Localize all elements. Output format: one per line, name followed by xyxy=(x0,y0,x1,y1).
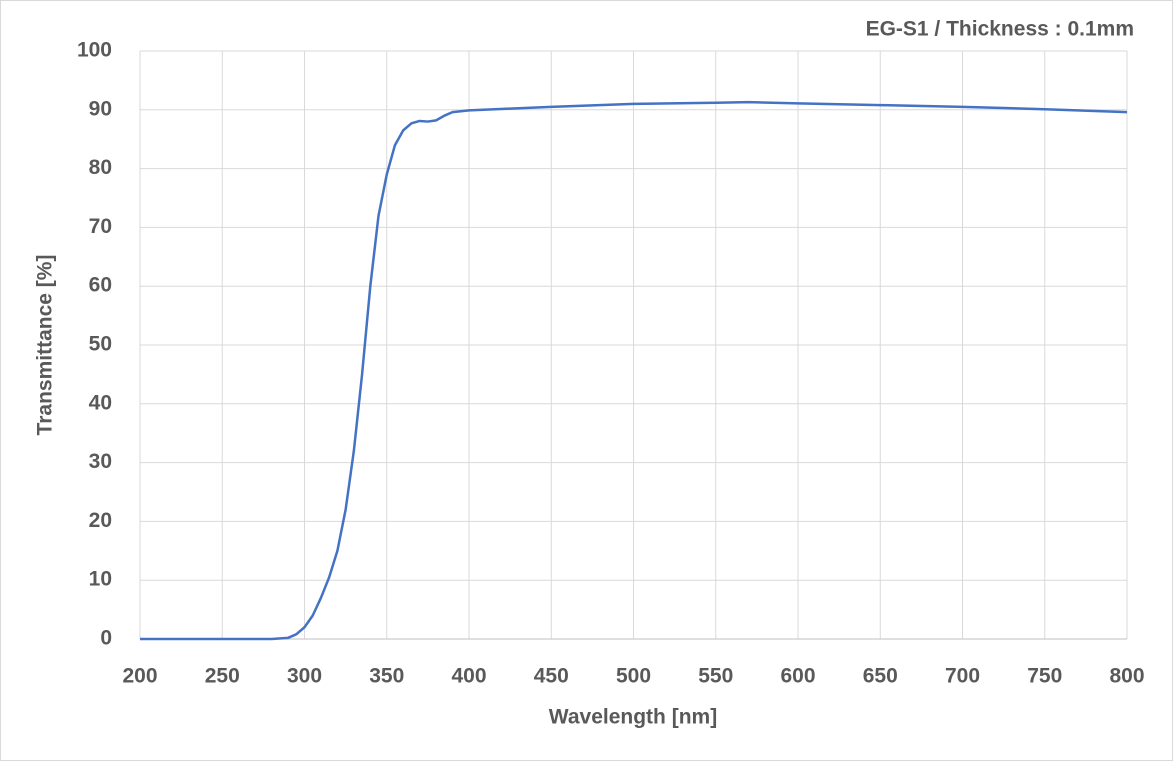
x-tick-label: 700 xyxy=(945,665,980,688)
x-tick-label: 300 xyxy=(287,665,322,688)
y-tick-label: 90 xyxy=(89,97,112,120)
x-tick-label: 600 xyxy=(780,665,815,688)
y-tick-label: 0 xyxy=(100,627,112,650)
x-tick-label: 450 xyxy=(534,665,569,688)
x-tick-label: 500 xyxy=(616,665,651,688)
x-tick-label: 350 xyxy=(369,665,404,688)
x-tick-label: 750 xyxy=(1027,665,1062,688)
y-tick-label: 100 xyxy=(77,39,112,62)
y-tick-label: 10 xyxy=(89,568,112,591)
x-axis-label: Wavelength [nm] xyxy=(549,706,717,729)
y-tick-label: 40 xyxy=(89,391,112,414)
y-axis-label: Transmittance [%] xyxy=(34,255,57,436)
y-tick-label: 80 xyxy=(89,156,112,179)
x-tick-label: 550 xyxy=(698,665,733,688)
y-tick-label: 50 xyxy=(89,333,112,356)
y-tick-label: 70 xyxy=(89,215,112,238)
x-tick-label: 200 xyxy=(122,665,157,688)
chart-title: EG-S1 / Thickness : 0.1mm xyxy=(866,18,1134,41)
y-tick-label: 60 xyxy=(89,274,112,297)
data-line xyxy=(140,100,1128,641)
x-tick-label: 400 xyxy=(451,665,486,688)
x-tick-label: 250 xyxy=(205,665,240,688)
y-tick-label: 20 xyxy=(89,509,112,532)
x-tick-label: 650 xyxy=(863,665,898,688)
y-tick-label: 30 xyxy=(89,450,112,473)
x-tick-label: 800 xyxy=(1109,665,1144,688)
